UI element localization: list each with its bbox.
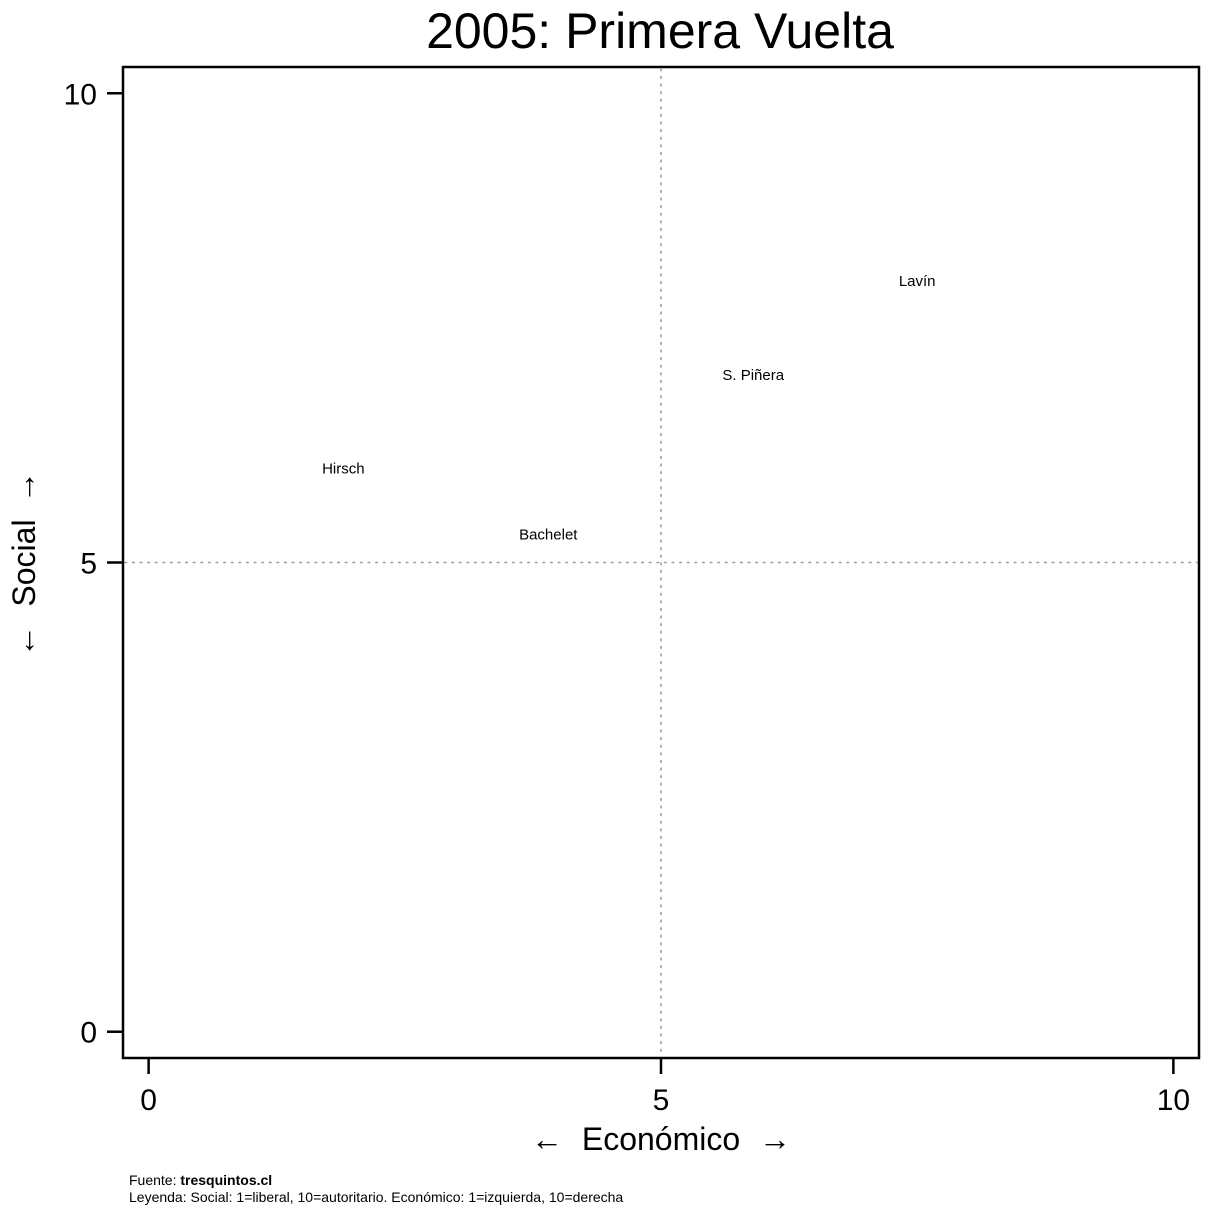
x-axis-title: ← Económico → (531, 1121, 791, 1157)
y-tick-label: 0 (80, 1017, 97, 1050)
source-note: Fuente: tresquintos.cl (129, 1172, 272, 1189)
chart-title: 2005: Primera Vuelta (426, 3, 894, 59)
y-axis: 0 5 10 (64, 78, 123, 1050)
x-tick-label: 5 (653, 1084, 670, 1117)
point-label: Bachelet (519, 526, 578, 543)
x-axis-label: Económico (582, 1121, 740, 1157)
y-axis-arrow-high: → (6, 471, 42, 503)
point-label: S. Piñera (722, 367, 784, 384)
x-tick-label: 0 (140, 1084, 157, 1117)
y-axis-title: ← Social → (6, 471, 42, 657)
y-tick-label: 10 (64, 78, 97, 111)
x-axis-arrow-right: → (759, 1121, 791, 1157)
point-label: Lavín (899, 273, 936, 290)
reference-lines (124, 68, 1198, 1057)
x-axis: 0 5 10 (140, 1058, 1190, 1117)
y-axis-arrow-low: ← (6, 625, 42, 657)
point-label: Hirsch (322, 461, 365, 478)
source-name: tresquintos.cl (180, 1172, 273, 1188)
data-points: Lavín S. Piñera Hirsch Bachelet (322, 273, 935, 543)
x-tick-label: 10 (1157, 1084, 1190, 1117)
source-prefix: Fuente: (129, 1172, 181, 1188)
legend-note: Leyenda: Social: 1=liberal, 10=autoritar… (129, 1189, 624, 1205)
x-axis-arrow-left: ← (531, 1121, 563, 1157)
y-axis-label: Social (6, 519, 42, 606)
y-tick-label: 5 (80, 548, 97, 581)
